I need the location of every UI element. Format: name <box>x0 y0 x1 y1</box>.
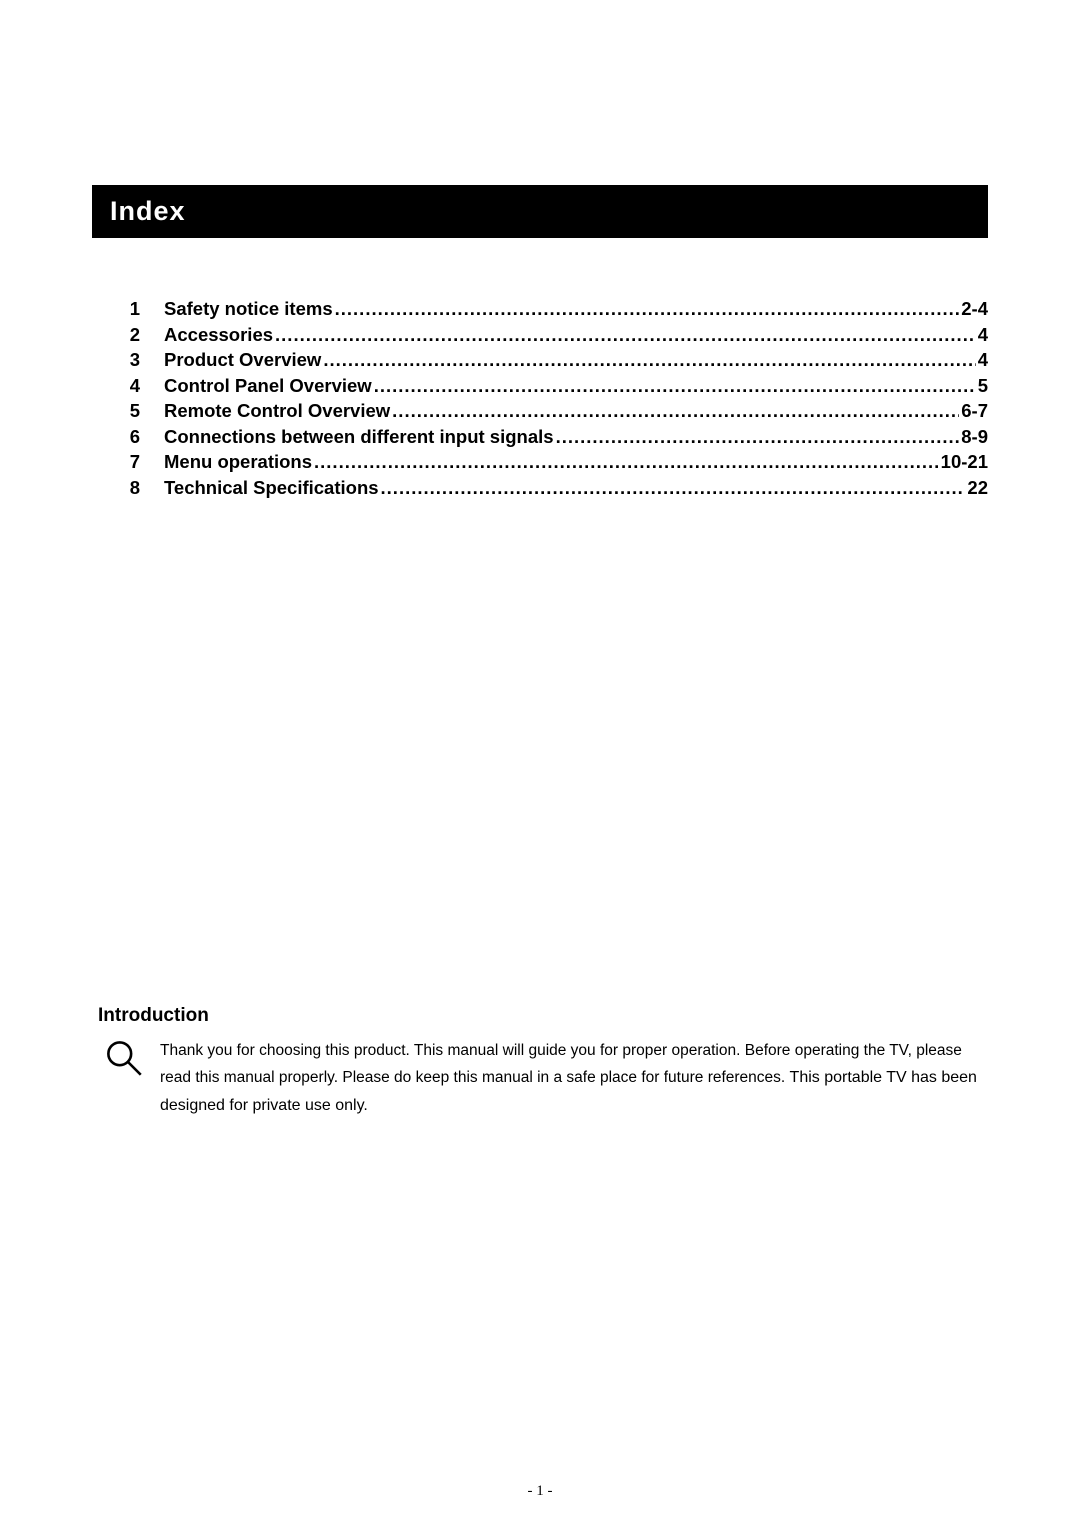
page-number: - 1 - <box>0 1483 1080 1500</box>
magnifier-icon-wrap <box>92 1038 160 1085</box>
toc-leader-dots <box>323 347 975 373</box>
toc-entry: 3 Product Overview 4 <box>108 347 988 373</box>
index-header-bar: Index <box>92 185 988 238</box>
index-title: Index <box>110 196 186 226</box>
toc-entry-number: 2 <box>108 322 140 348</box>
toc-entry-page: 4 <box>978 322 988 348</box>
page-container: Index 1 Safety notice items 2-4 2 Access… <box>0 0 1080 1527</box>
toc-entry-title: Menu operations <box>164 449 312 475</box>
toc-entry-number: 1 <box>108 296 140 322</box>
toc-entry-number: 7 <box>108 449 140 475</box>
toc-entry: 6 Connections between different input si… <box>108 424 988 450</box>
toc-entry: 4 Control Panel Overview 5 <box>108 373 988 399</box>
toc-entry-page: 10-21 <box>941 449 988 475</box>
toc-entry-page: 5 <box>978 373 988 399</box>
toc-leader-dots <box>275 322 976 348</box>
toc-entry-number: 8 <box>108 475 140 501</box>
table-of-contents: 1 Safety notice items 2-4 2 Accessories … <box>92 296 988 500</box>
introduction-body: Thank you for choosing this product. Thi… <box>92 1038 988 1119</box>
toc-leader-dots <box>556 424 960 450</box>
magnifier-icon <box>104 1067 146 1084</box>
toc-entry-title: Technical Specifications <box>164 475 379 501</box>
toc-entry-number: 5 <box>108 398 140 424</box>
toc-entry-page: 2-4 <box>961 296 988 322</box>
toc-entry: 8 Technical Specifications 22 <box>108 475 988 501</box>
toc-entry: 1 Safety notice items 2-4 <box>108 296 988 322</box>
toc-entry-page: 4 <box>978 347 988 373</box>
toc-entry-title: Remote Control Overview <box>164 398 390 424</box>
toc-entry-page: 22 <box>967 475 988 501</box>
toc-leader-dots <box>335 296 960 322</box>
toc-leader-dots <box>314 449 939 475</box>
toc-entry-title: Control Panel Overview <box>164 373 372 399</box>
toc-entry-page: 6-7 <box>961 398 988 424</box>
toc-leader-dots <box>392 398 959 424</box>
toc-entry-title: Safety notice items <box>164 296 333 322</box>
toc-leader-dots <box>374 373 976 399</box>
toc-entry: 7 Menu operations 10-21 <box>108 449 988 475</box>
toc-entry: 2 Accessories 4 <box>108 322 988 348</box>
introduction-text: Thank you for choosing this product. Thi… <box>160 1038 988 1119</box>
toc-entry-number: 4 <box>108 373 140 399</box>
toc-leader-dots <box>381 475 966 501</box>
toc-entry-title: Accessories <box>164 322 273 348</box>
toc-entry-page: 8-9 <box>961 424 988 450</box>
introduction-section: Introduction Thank you for choosing this… <box>92 1005 988 1119</box>
toc-entry-title: Product Overview <box>164 347 321 373</box>
toc-entry-number: 6 <box>108 424 140 450</box>
toc-entry: 5 Remote Control Overview 6-7 <box>108 398 988 424</box>
toc-entry-title: Connections between different input sign… <box>164 424 554 450</box>
toc-entry-number: 3 <box>108 347 140 373</box>
introduction-heading: Introduction <box>98 1005 988 1027</box>
